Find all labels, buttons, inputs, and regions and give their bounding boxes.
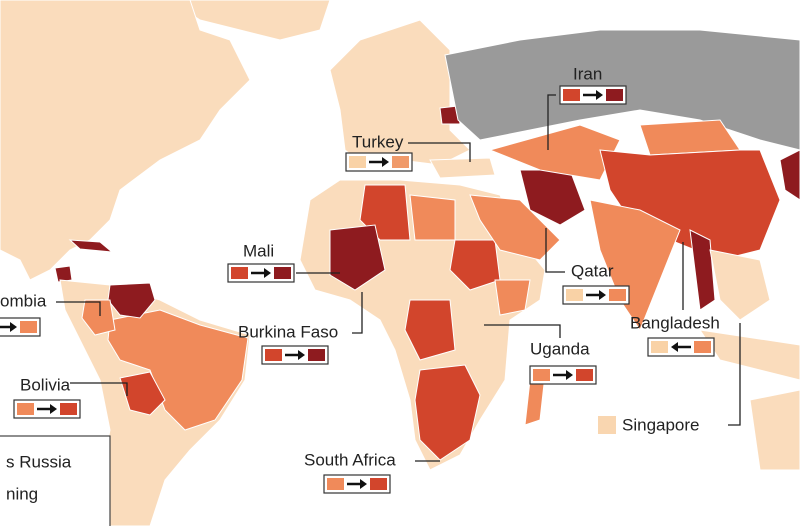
arrow-head — [360, 479, 367, 489]
to-swatch — [370, 478, 387, 490]
legend-line: s Russia — [6, 452, 72, 471]
country-label: South Africa — [304, 450, 396, 469]
leader-line — [547, 94, 556, 150]
key-label: Singapore — [622, 415, 700, 434]
from-swatch — [566, 289, 583, 301]
country-label: Qatar — [571, 261, 614, 280]
to-swatch — [576, 369, 593, 381]
country-label: Bolivia — [20, 375, 71, 394]
arrow-head — [566, 370, 573, 380]
country-label: Mali — [243, 241, 274, 260]
to-swatch — [606, 89, 623, 101]
from-swatch — [563, 89, 580, 101]
arrow-head — [10, 322, 17, 332]
leader-line — [352, 292, 363, 334]
to-swatch — [392, 156, 409, 168]
leader-line — [56, 301, 101, 316]
country-label: Turkey — [352, 132, 404, 151]
country-label: ombia — [0, 291, 47, 310]
to-swatch — [694, 341, 711, 353]
country-label: Iran — [573, 64, 602, 83]
leader-line — [484, 324, 561, 338]
legend-box — [0, 435, 111, 526]
to-swatch — [308, 349, 325, 361]
country-label: Bangladesh — [630, 313, 720, 332]
arrow-head — [596, 90, 603, 100]
key-swatch — [598, 416, 616, 434]
from-swatch — [327, 478, 344, 490]
leader-line — [70, 382, 128, 396]
arrow-head — [671, 342, 678, 352]
leader-line — [408, 142, 471, 162]
from-swatch — [17, 403, 34, 415]
to-swatch — [20, 321, 37, 333]
arrow-head — [298, 350, 305, 360]
arrow-head — [50, 404, 57, 414]
from-swatch — [349, 156, 366, 168]
from-swatch — [651, 341, 668, 353]
from-swatch — [533, 369, 550, 381]
to-swatch — [274, 267, 291, 279]
leader-line — [545, 228, 565, 273]
from-swatch — [231, 267, 248, 279]
legend-line: ning — [6, 484, 38, 503]
arrow-head — [599, 290, 606, 300]
arrow-head — [382, 157, 389, 167]
country-label: Burkina Faso — [238, 322, 338, 341]
country-label: Uganda — [530, 339, 590, 358]
to-swatch — [60, 403, 77, 415]
arrow-head — [264, 268, 271, 278]
from-swatch — [265, 349, 282, 361]
leader-line — [728, 323, 741, 426]
to-swatch — [609, 289, 626, 301]
